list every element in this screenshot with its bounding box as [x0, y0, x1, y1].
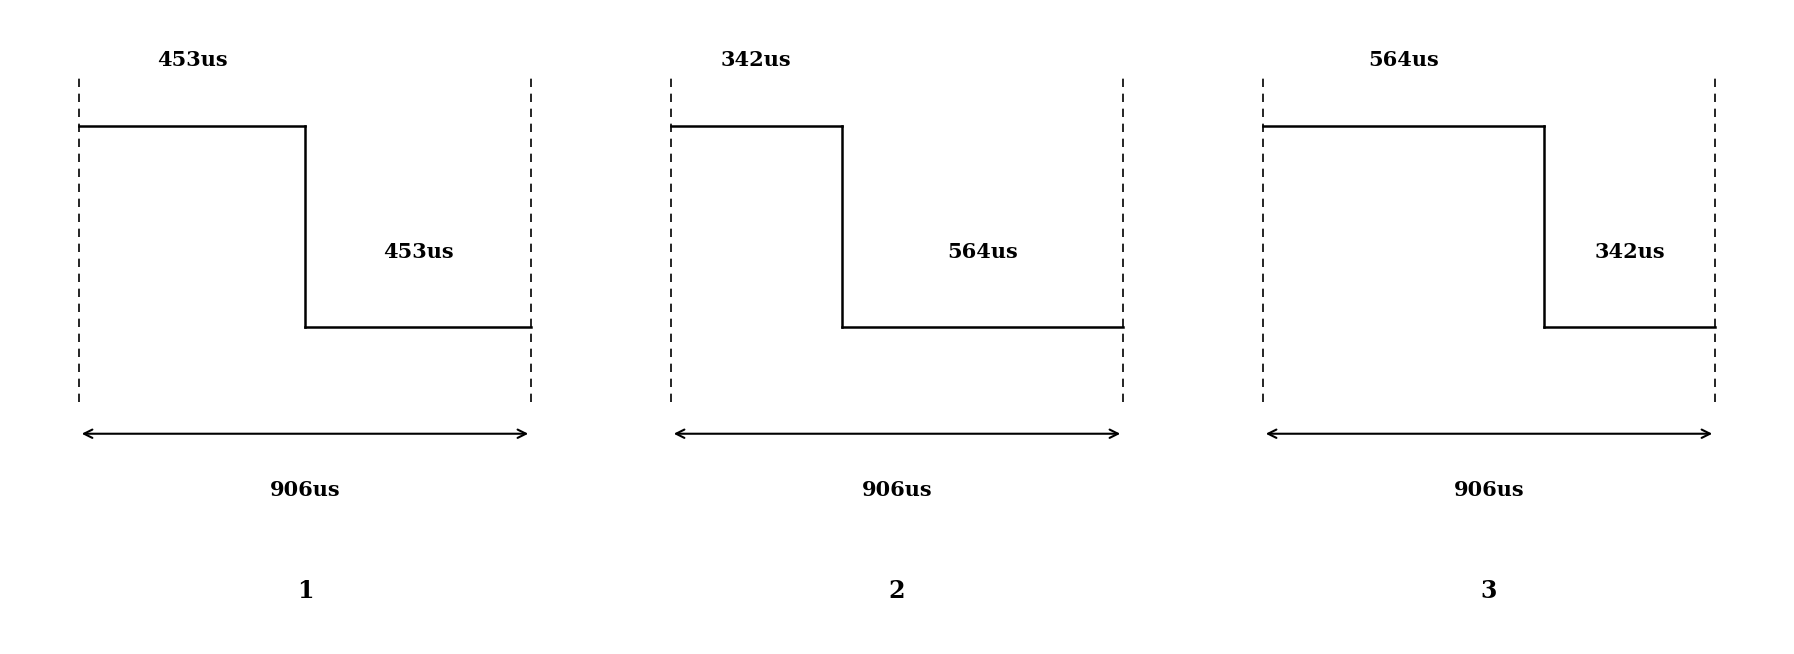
Text: 3: 3 [1480, 579, 1498, 603]
Text: 564us: 564us [1369, 50, 1439, 69]
Text: 453us: 453us [156, 50, 228, 69]
Text: 342us: 342us [721, 50, 791, 69]
Text: 1: 1 [296, 579, 314, 603]
Text: 906us: 906us [861, 480, 933, 500]
Text: 342us: 342us [1595, 242, 1665, 262]
Text: 906us: 906us [269, 480, 341, 500]
Text: 906us: 906us [1453, 480, 1525, 500]
Text: 2: 2 [888, 579, 906, 603]
Text: 564us: 564us [947, 242, 1017, 262]
Text: 453us: 453us [382, 242, 454, 262]
